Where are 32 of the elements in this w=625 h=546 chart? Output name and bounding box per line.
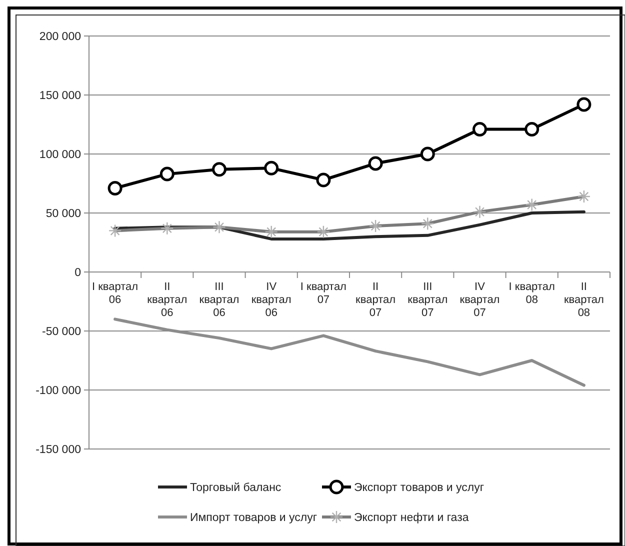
- point: [160, 166, 174, 182]
- point: [524, 122, 540, 136]
- y-tick-label: 200 000: [39, 31, 81, 44]
- x-tick-label: IV квартал 07: [460, 281, 500, 319]
- y-tick-label: 100 000: [39, 149, 81, 162]
- point: [576, 97, 592, 112]
- legend-label: Экспорт товаров и услуг: [354, 482, 484, 494]
- x-tick-label: II квартал 07: [356, 281, 396, 319]
- x-tick-label: I квартал 06: [92, 281, 138, 306]
- x-tick-label: IV квартал 06: [251, 281, 292, 319]
- y-tick-label: -150 000: [36, 444, 81, 456]
- legend-label: Импорт товаров и услуг: [190, 512, 318, 524]
- point: [212, 162, 226, 177]
- x-tick-label: II квартал 08: [564, 281, 604, 319]
- x-tick-label: II квартал 06: [147, 281, 188, 319]
- legend-label: Торговый баланс: [190, 482, 282, 494]
- x-tick-label: III квартал 06: [199, 281, 240, 319]
- x-tick-label: III квартал 07: [408, 281, 448, 319]
- y-tick-label: -50 000: [42, 326, 81, 338]
- y-tick-label: -100 000: [36, 385, 81, 398]
- point: [420, 146, 435, 162]
- y-tick-label: 0: [74, 267, 81, 280]
- x-tick-label: I квартал 08: [508, 281, 555, 306]
- point: [264, 160, 279, 176]
- y-tick-label: 50 000: [46, 208, 81, 220]
- y-tick-label: 150 000: [39, 90, 81, 102]
- x-tick-label: I квартал 07: [300, 281, 346, 306]
- point: [472, 122, 487, 136]
- point: [108, 180, 122, 196]
- point: [368, 156, 383, 171]
- legend-label: Экспорт нефти и газа: [354, 512, 470, 524]
- point: [316, 172, 331, 188]
